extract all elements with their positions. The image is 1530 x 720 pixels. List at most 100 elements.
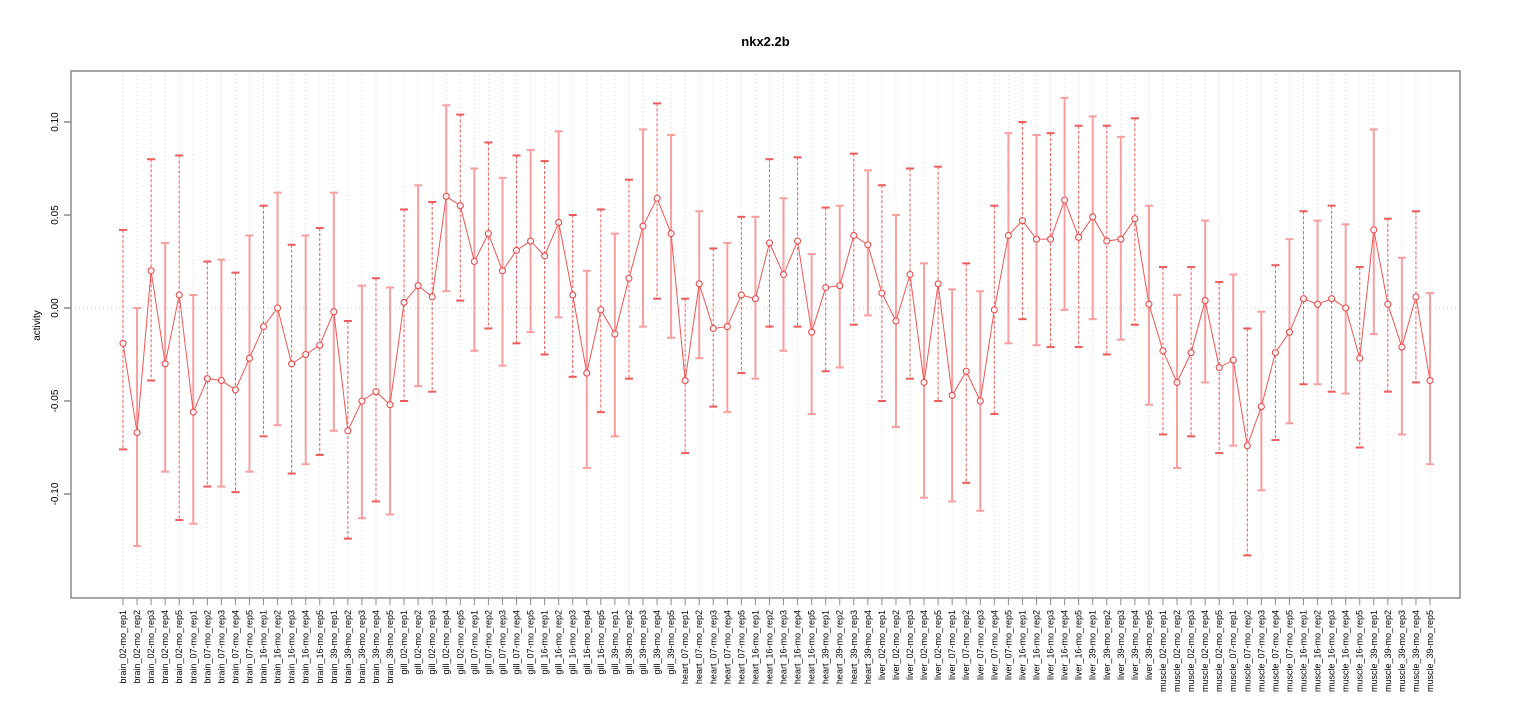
- x-tick-label: muscle_16-mo_rep3: [1327, 610, 1337, 692]
- data-point: [161, 360, 169, 368]
- data-point: [1426, 376, 1434, 385]
- data-point: [372, 388, 380, 396]
- x-tick-label: liver_02-mo_rep2: [891, 610, 901, 680]
- data-point: [653, 194, 661, 202]
- data-point: [484, 230, 492, 238]
- x-tick-label: liver_16-mo_rep1: [1017, 610, 1027, 680]
- data-point: [1271, 349, 1279, 357]
- x-tick-label: brain_07-mo_rep1: [188, 610, 198, 684]
- x-tick-label: brain_07-mo_rep4: [230, 610, 240, 684]
- x-tick-label: muscle_39-mo_rep3: [1397, 610, 1407, 692]
- x-tick-label: brain_39-mo_rep4: [371, 610, 381, 684]
- y-tick-label: -0.10: [50, 482, 61, 505]
- x-tick-label: brain_02-mo_rep4: [160, 610, 170, 684]
- data-point: [203, 375, 211, 383]
- data-point: [1018, 217, 1026, 225]
- data-point: [1229, 356, 1237, 364]
- data-point: [751, 295, 759, 303]
- x-tick-label: liver_16-mo_rep5: [1074, 610, 1084, 680]
- data-point: [1145, 300, 1153, 308]
- data-point: [1285, 328, 1294, 336]
- data-point: [119, 339, 127, 347]
- data-point: [414, 282, 422, 290]
- data-point: [428, 293, 436, 301]
- data-point: [962, 367, 970, 375]
- data-point: [569, 291, 577, 299]
- x-tick-label: muscle_16-mo_rep5: [1355, 610, 1365, 692]
- x-tick-label: heart_39-mo_rep4: [863, 610, 873, 684]
- x-tick-label: muscle_16-mo_rep2: [1313, 610, 1323, 692]
- data-point: [611, 330, 619, 338]
- data-point: [597, 306, 605, 314]
- x-tick-label: liver_39-mo_rep5: [1144, 610, 1154, 680]
- data-point: [667, 230, 675, 238]
- x-tick-label: liver_39-mo_rep2: [1102, 610, 1112, 680]
- x-tick-label: brain_39-mo_rep1: [329, 610, 339, 684]
- x-tick-label: muscle_02-mo_rep5: [1214, 610, 1224, 692]
- data-point: [1257, 403, 1265, 411]
- data-point: [948, 391, 956, 399]
- x-tick-label: gill_02-mo_rep2: [413, 610, 423, 675]
- x-tick-label: heart_39-mo_rep1: [821, 610, 831, 684]
- x-tick-label: heart_16-mo_rep2: [764, 610, 774, 684]
- data-point: [1342, 304, 1350, 312]
- x-tick-label: brain_02-mo_rep1: [118, 610, 128, 684]
- x-tick-label: muscle_07-mo_rep4: [1270, 610, 1280, 692]
- data-point: [583, 369, 591, 377]
- y-tick-label: 0.05: [50, 205, 61, 225]
- data-point: [541, 252, 549, 260]
- x-tick-label: muscle_02-mo_rep3: [1186, 610, 1196, 692]
- data-point: [1004, 231, 1012, 240]
- x-tick-label: heart_07-mo_rep5: [736, 610, 746, 684]
- data-point: [737, 291, 745, 299]
- chart-title: nkx2.2b: [741, 34, 790, 49]
- y-tick-label: 0.10: [50, 112, 61, 132]
- x-tick-label: gill_39-mo_rep4: [652, 610, 662, 675]
- x-tick-label: heart_39-mo_rep2: [835, 610, 845, 684]
- data-point: [794, 237, 802, 245]
- data-point: [1398, 343, 1406, 351]
- data-point: [358, 397, 366, 405]
- x-tick-label: liver_07-mo_rep5: [1003, 610, 1013, 680]
- data-point: [470, 257, 478, 266]
- data-point: [555, 218, 563, 226]
- data-point: [1173, 378, 1181, 386]
- data-point: [1159, 347, 1167, 355]
- x-tick-label: brain_39-mo_rep5: [385, 610, 395, 684]
- data-point: [456, 202, 464, 210]
- x-tick-label: gill_16-mo_rep2: [554, 610, 564, 675]
- data-point: [512, 246, 521, 254]
- data-point: [639, 222, 647, 230]
- x-tick-label: muscle_16-mo_rep4: [1341, 610, 1351, 692]
- x-tick-label: gill_07-mo_rep2: [483, 610, 493, 675]
- data-point: [316, 341, 324, 349]
- data-point: [850, 231, 858, 240]
- x-tick-label: heart_07-mo_rep2: [694, 610, 704, 684]
- x-tick-label: heart_16-mo_rep3: [779, 610, 789, 684]
- data-point: [1103, 237, 1111, 245]
- data-point: [920, 378, 928, 386]
- x-tick-label: gill_07-mo_rep4: [512, 610, 522, 675]
- x-tick-label: brain_39-mo_rep3: [357, 610, 367, 684]
- x-tick-label: muscle_07-mo_rep2: [1242, 610, 1252, 692]
- data-point: [822, 283, 830, 292]
- x-tick-label: muscle_07-mo_rep3: [1256, 610, 1266, 692]
- x-tick-label: gill_02-mo_rep3: [427, 610, 437, 675]
- data-point: [808, 328, 816, 336]
- data-point: [1089, 213, 1097, 221]
- x-tick-label: muscle_02-mo_rep1: [1158, 610, 1168, 692]
- x-tick-label: liver_39-mo_rep3: [1116, 610, 1126, 680]
- x-tick-label: muscle_39-mo_rep5: [1425, 610, 1435, 692]
- data-point: [245, 354, 254, 362]
- x-tick-label: liver_07-mo_rep4: [989, 610, 999, 680]
- x-tick-label: gill_16-mo_rep4: [582, 610, 592, 675]
- x-tick-label: muscle_07-mo_rep5: [1284, 610, 1294, 692]
- x-tick-label: liver_02-mo_rep3: [905, 610, 915, 680]
- data-point: [1370, 226, 1378, 234]
- x-tick-label: brain_02-mo_rep5: [174, 610, 184, 684]
- series-line: [122, 195, 1431, 448]
- data-point: [175, 291, 183, 299]
- x-tick-label: liver_39-mo_rep4: [1130, 610, 1140, 680]
- x-tick-label: muscle_02-mo_rep4: [1200, 610, 1210, 692]
